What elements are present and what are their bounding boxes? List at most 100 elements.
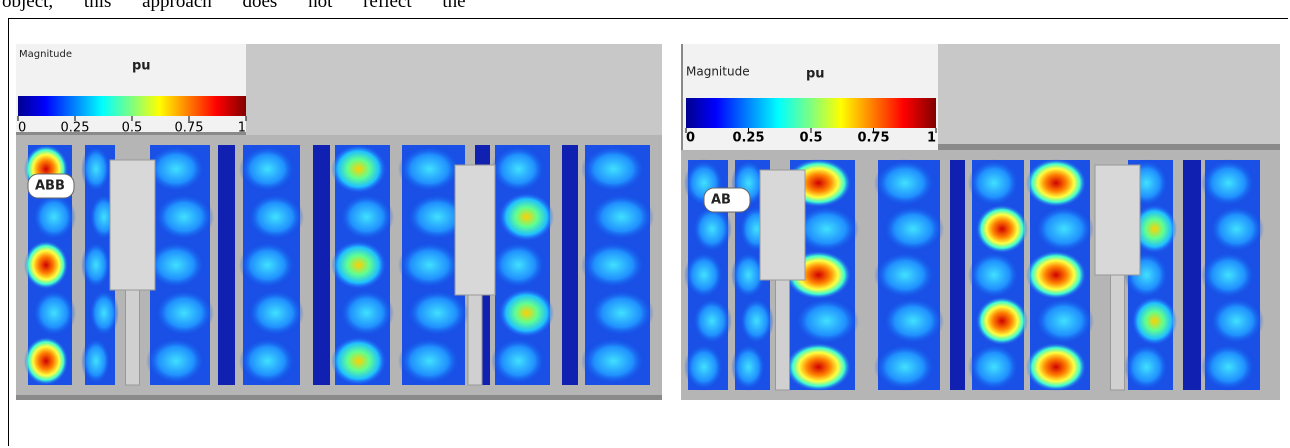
heat-spot — [968, 159, 1020, 207]
bushing — [760, 170, 805, 280]
heat-spot — [24, 337, 68, 385]
heat-spot — [331, 145, 386, 193]
heat-spot — [684, 343, 724, 391]
heat-spot — [32, 289, 76, 337]
heat-spot — [968, 251, 1020, 299]
heat-spot — [331, 241, 386, 289]
heat-spot — [81, 145, 111, 193]
colorbar-tick-label: 0 — [18, 121, 26, 136]
heat-spot — [976, 205, 1028, 253]
heat-spot — [146, 337, 206, 385]
heat-spot — [398, 241, 461, 289]
heat-spot — [24, 241, 68, 289]
tank-top — [246, 44, 662, 144]
heat-spot — [247, 193, 304, 241]
heat-spot — [499, 193, 554, 241]
heat-spot — [874, 343, 936, 391]
heat-spot — [882, 297, 944, 345]
bushing — [110, 160, 155, 290]
tank-top — [911, 44, 1280, 144]
bushing-stem — [468, 295, 482, 385]
heat-spot — [581, 145, 646, 193]
colorbar-tick-label: 0.25 — [61, 121, 90, 136]
legend-title: Magnitude — [19, 49, 72, 60]
heat-spot — [589, 193, 654, 241]
brand-label: AB — [711, 193, 731, 208]
heat-spot — [406, 289, 469, 337]
heat-spot — [1026, 251, 1086, 299]
colorbar-tick-label: 0.75 — [857, 131, 889, 146]
heat-spot — [339, 193, 394, 241]
heat-spot — [976, 297, 1028, 345]
heat-spot — [398, 145, 461, 193]
heat-spot — [1034, 205, 1094, 253]
heat-spot — [1209, 205, 1264, 253]
heat-spot — [581, 241, 646, 289]
heat-spot — [1026, 159, 1086, 207]
colorbar-tick-label: 0.5 — [799, 131, 822, 146]
colorbar-tick-label: 1 — [238, 121, 246, 136]
heat-spot — [491, 241, 546, 289]
page: object, this approach does not reflect t… — [0, 0, 1290, 448]
heat-spot — [1201, 343, 1256, 391]
colorbar-tick-label: 0.25 — [732, 131, 764, 146]
heat-spot — [89, 289, 119, 337]
heat-spot — [1209, 297, 1264, 345]
figure: Magnitude pu 0 0.25 0.5 0.75 1 ABB Magnitude pu 0… — [0, 0, 1290, 448]
bushing-stem — [126, 290, 140, 385]
heat-spot — [731, 343, 766, 391]
heat-spot — [398, 337, 461, 385]
heat-spot — [154, 289, 214, 337]
heat-spot — [491, 145, 546, 193]
legend-title: Magnitude — [686, 65, 750, 79]
bushing-stem — [1111, 275, 1125, 390]
heat-spot — [239, 241, 296, 289]
heat-spot — [81, 337, 111, 385]
heat-spot — [339, 289, 394, 337]
heat-spot — [874, 159, 936, 207]
heat-spot — [32, 193, 76, 241]
heat-spot — [882, 205, 944, 253]
heat-spot — [874, 251, 936, 299]
heat-spot — [794, 297, 859, 345]
heat-panel — [218, 145, 235, 385]
heat-spot — [239, 337, 296, 385]
legend-unit: pu — [132, 59, 151, 74]
heat-spot — [331, 337, 386, 385]
legend-unit: pu — [806, 67, 825, 82]
heat-panel — [1183, 160, 1201, 390]
heat-spot — [499, 289, 554, 337]
colorbar-tick-label: 0 — [686, 131, 695, 146]
figure-right: Magnitude pu 0 0.25 0.5 0.75 1 AB — [681, 44, 1280, 400]
colorbar-tick-label: 0.5 — [122, 121, 143, 136]
heat-spot — [154, 193, 214, 241]
heat-spot — [247, 289, 304, 337]
heat-spot — [1201, 251, 1256, 299]
bushing — [1095, 165, 1140, 275]
colorbar-tick-label: 0.75 — [175, 121, 204, 136]
heat-spot — [1034, 297, 1094, 345]
heat-spot — [1124, 343, 1169, 391]
heat-spot — [581, 337, 646, 385]
heat-spot — [239, 145, 296, 193]
heat-spot — [1201, 159, 1256, 207]
heat-spot — [692, 297, 732, 345]
heat-spot — [1132, 297, 1177, 345]
heat-spot — [739, 297, 774, 345]
bushing-stem — [776, 280, 790, 390]
heat-spot — [81, 241, 111, 289]
heat-spot — [589, 289, 654, 337]
colorbar — [686, 98, 936, 128]
heat-panel — [313, 145, 330, 385]
heat-spot — [1026, 343, 1086, 391]
heat-spot — [786, 343, 851, 391]
heat-spot — [684, 251, 724, 299]
heat-spot — [968, 343, 1020, 391]
brand-label: ABB — [35, 179, 65, 194]
heat-panel — [562, 145, 578, 385]
figure-left: Magnitude pu 0 0.25 0.5 0.75 1 ABB — [16, 44, 662, 400]
colorbar-tick-label: 1 — [927, 131, 936, 146]
heat-spot — [491, 337, 546, 385]
bushing — [455, 165, 495, 295]
heat-panel — [950, 160, 965, 390]
